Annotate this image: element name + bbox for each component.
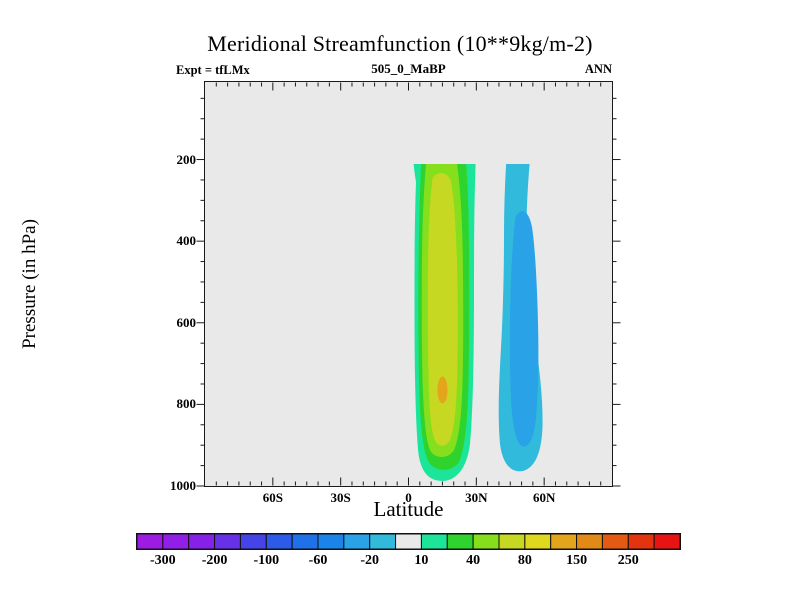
colorbar-cell [498, 533, 526, 550]
colorbar-cell [395, 533, 422, 550]
x-tick-label: 30N [465, 490, 488, 505]
colorbar-cell [627, 533, 655, 550]
colorbar [136, 533, 681, 550]
equatorial-core-60 [427, 173, 458, 446]
colorbar-cell [239, 533, 267, 550]
colorbar-tick-label: 10 [414, 553, 429, 568]
season-label: ANN [584, 62, 612, 76]
colorbar-cell [343, 533, 371, 550]
colorbar-cell [162, 533, 190, 550]
y-tick-label: 400 [176, 233, 197, 249]
colorbar-cell [291, 533, 319, 550]
plot-area [205, 82, 612, 486]
colorbar-tick-label: 80 [517, 553, 532, 568]
colorbar-cell [214, 533, 241, 550]
colorbar-cell [472, 533, 500, 550]
x-tick-label: 60S [262, 490, 283, 505]
equatorial-max-spot [437, 376, 448, 404]
colorbar-tick-label: 250 [617, 553, 639, 568]
x-tick-label: 60N [532, 490, 556, 505]
x-axis-label: Latitude [373, 497, 444, 521]
colorbar-cell [265, 533, 293, 550]
colorbar-tick-label: 40 [466, 553, 481, 568]
colorbar-cell [136, 533, 164, 550]
northern-negative-core [509, 211, 539, 447]
y-tick-label: 200 [176, 151, 197, 167]
colorbar-cell [601, 533, 629, 550]
colorbar-tick-label: -60 [308, 553, 328, 568]
colorbar-cell [550, 533, 578, 550]
colorbar-tick-label: 150 [566, 553, 588, 568]
colorbar-cell [524, 533, 552, 550]
colorbar-cell [317, 533, 345, 550]
colorbar-cell [369, 533, 397, 550]
colorbar-cell [188, 533, 216, 550]
y-tick-label: 1000 [170, 478, 196, 493]
colorbar-tick-label: -100 [253, 553, 280, 568]
colorbar-tick-label: -300 [150, 553, 176, 568]
contour-bands [413, 164, 543, 481]
chart-title: Meridional Streamfunction (10**9kg/m-2) [207, 31, 593, 56]
experiment-label: Expt = tfLMx [176, 63, 250, 77]
plot-border [204, 81, 613, 487]
x-tick-label: 30S [330, 490, 351, 505]
colorbar-cell [576, 533, 603, 550]
run-label: 505_0_MaBP [371, 61, 446, 76]
axis-ticks [196, 82, 621, 487]
x-tick-label: 0 [405, 490, 412, 505]
colorbar-cell [446, 533, 474, 550]
colorbar-tick-label: -200 [201, 553, 228, 568]
colorbar-tick-label: -20 [360, 553, 380, 568]
colorbar-cell [420, 533, 448, 550]
y-tick-label: 600 [176, 314, 197, 330]
colorbar-border [136, 533, 681, 550]
colorbar-cell [653, 533, 681, 550]
y-tick-label: 800 [176, 396, 197, 412]
